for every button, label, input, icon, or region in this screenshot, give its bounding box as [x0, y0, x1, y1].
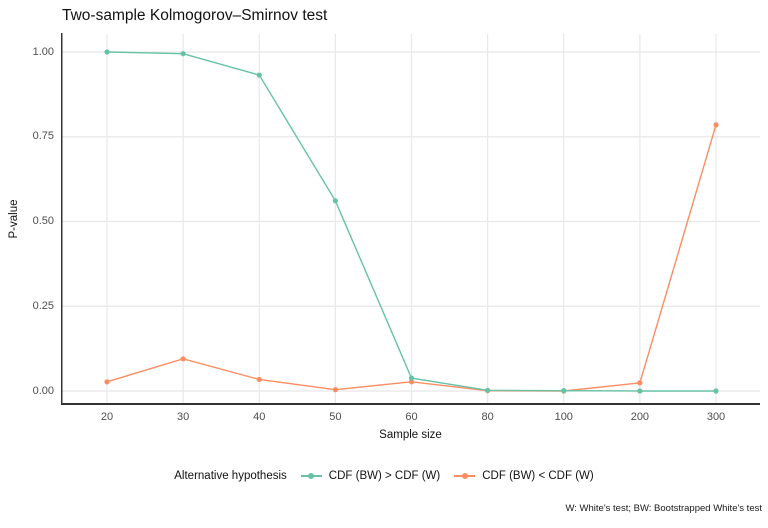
- y-tick-label: 0.00: [32, 384, 54, 397]
- data-point: [408, 375, 415, 381]
- x-tick-label: 20: [100, 411, 114, 423]
- y-tick-label: 1.00: [32, 45, 54, 58]
- y-tick-label: 0.25: [32, 299, 54, 312]
- legend-key-icon: [454, 470, 476, 482]
- data-point: [256, 72, 262, 78]
- data-point: [104, 49, 110, 55]
- caption: W: White's test; BW: Bootstrapped White'…: [565, 503, 762, 514]
- x-tick-label: 300: [706, 411, 726, 423]
- data-point: [408, 379, 415, 385]
- data-point: [637, 380, 643, 386]
- y-tick-label: 0.50: [32, 215, 54, 227]
- legend-item: CDF (BW) < CDF (W): [454, 470, 594, 482]
- x-tick-label: 60: [405, 411, 418, 423]
- plot-title: Two-sample Kolmogorov–Smirnov test: [62, 7, 328, 24]
- x-tick-label: 30: [177, 411, 190, 423]
- legend-title: Alternative hypothesis: [174, 470, 287, 482]
- data-point: [104, 379, 110, 385]
- x-tick-label: 40: [253, 411, 266, 423]
- legend-item-label: CDF (BW) > CDF (W): [328, 470, 441, 482]
- legend-item-label: CDF (BW) < CDF (W): [482, 470, 594, 482]
- data-point: [637, 388, 643, 394]
- data-point: [713, 122, 719, 128]
- data-point: [332, 198, 338, 204]
- data-point: [256, 376, 262, 383]
- data-point: [713, 388, 719, 394]
- x-tick-label: 200: [630, 411, 650, 423]
- plot-panel: [61, 33, 760, 405]
- x-tick-label: 50: [329, 411, 342, 423]
- legend-key-dot: [308, 473, 315, 479]
- data-point: [180, 356, 186, 362]
- legend-item: CDF (BW) > CDF (W): [300, 470, 441, 482]
- legend-key-dot: [461, 473, 468, 479]
- data-point: [485, 387, 491, 393]
- x-tick-label: 100: [554, 411, 573, 423]
- data-point: [180, 51, 186, 57]
- legend-key-icon: [300, 470, 322, 482]
- x-axis-title: Sample size: [379, 429, 442, 441]
- x-tick-label: 80: [481, 411, 494, 423]
- data-point: [332, 387, 338, 393]
- legend: Alternative hypothesis CDF (BW) > CDF (W…: [0, 465, 768, 487]
- y-tick-label: 0.75: [32, 130, 54, 143]
- data-point: [561, 388, 567, 394]
